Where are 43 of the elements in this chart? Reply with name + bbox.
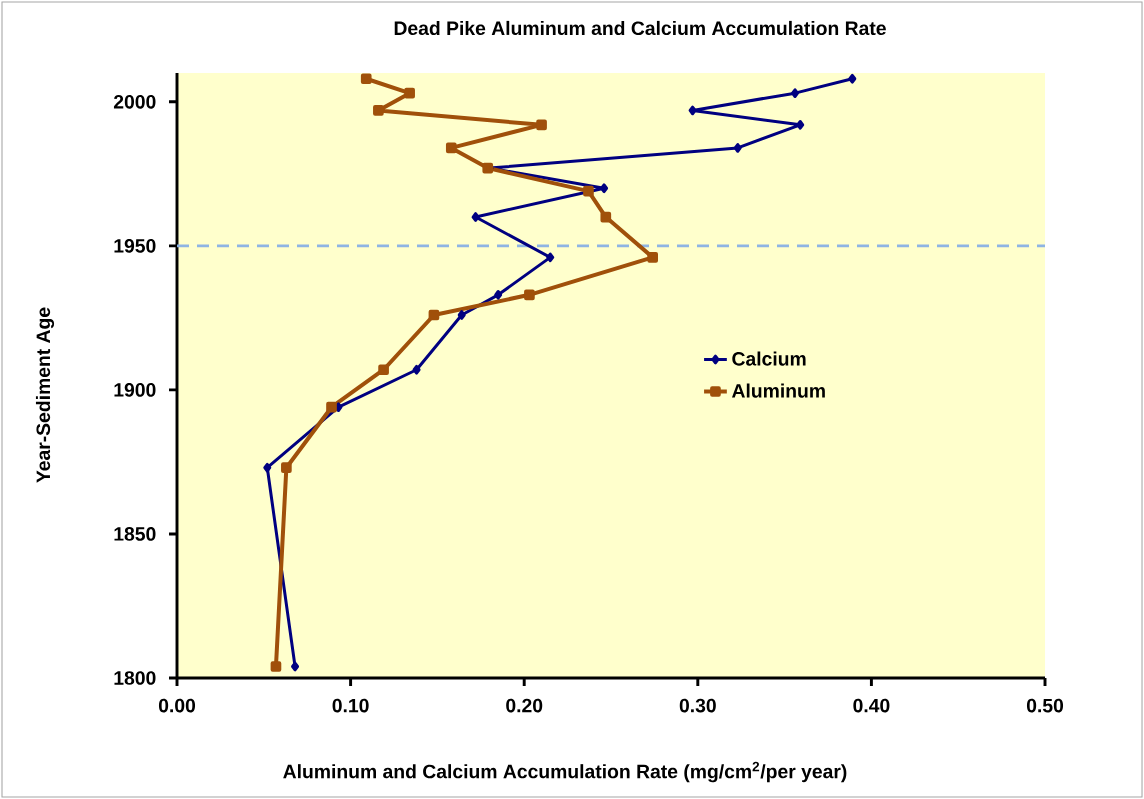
legend-label: Calcium xyxy=(732,351,806,366)
point xyxy=(378,364,389,376)
point xyxy=(848,73,857,84)
point xyxy=(546,252,555,263)
y-axis-title: Year-Sediment Age xyxy=(35,307,55,483)
point xyxy=(270,661,282,672)
point xyxy=(583,185,594,197)
point xyxy=(263,462,272,473)
legend-label: Aluminum xyxy=(731,383,825,398)
chart-title: Dead Pike Aluminum and Calcium Accumulation Rate xyxy=(394,20,886,36)
point xyxy=(281,462,292,474)
y-tick-label: 1850 xyxy=(114,527,156,541)
point xyxy=(360,73,372,85)
y-tick-label: 1950 xyxy=(114,239,156,253)
x-tick-label: 0.20 xyxy=(506,698,543,713)
point xyxy=(536,119,547,131)
point xyxy=(471,212,480,222)
x-axis-title: Aluminum and Calcium Accumulation Rate (mg/cm$^{2}$/per year) xyxy=(283,761,847,783)
point xyxy=(733,143,742,153)
point xyxy=(445,142,457,154)
point xyxy=(457,310,466,320)
point xyxy=(291,661,300,672)
point xyxy=(326,401,337,413)
point xyxy=(647,252,658,263)
point xyxy=(373,105,384,116)
point xyxy=(796,120,805,130)
x-tick-label: 0.00 xyxy=(158,698,196,713)
point xyxy=(791,88,800,98)
x-tick-label: 0.50 xyxy=(1026,698,1064,713)
point xyxy=(600,211,612,223)
point xyxy=(428,309,440,321)
point xyxy=(524,289,535,301)
y-tick-label: 1800 xyxy=(114,671,156,685)
point xyxy=(404,87,415,99)
y-tick-label: 1900 xyxy=(114,383,156,397)
y-tick-label: 2000 xyxy=(113,94,156,109)
x-tick-label: 0.10 xyxy=(332,698,369,713)
x-tick-label: 0.30 xyxy=(679,698,716,713)
point xyxy=(412,364,421,375)
point xyxy=(600,183,609,194)
point xyxy=(494,290,503,300)
x-tick-label: 0.40 xyxy=(853,698,890,713)
point xyxy=(688,105,697,116)
